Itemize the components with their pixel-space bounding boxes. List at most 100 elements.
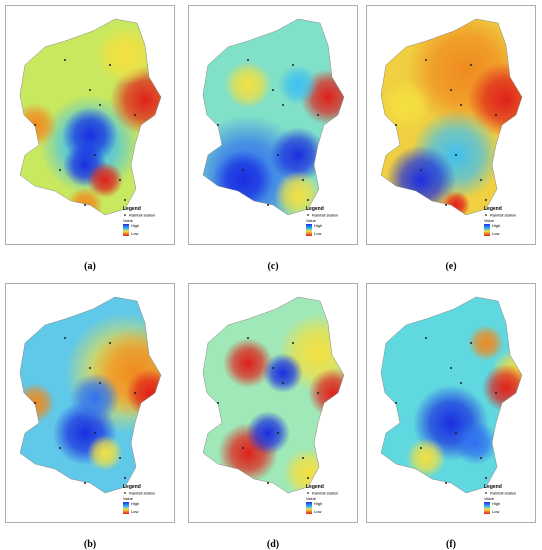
station xyxy=(317,114,319,116)
panel-label: (f) xyxy=(446,539,456,550)
station xyxy=(292,64,294,66)
surface-blob xyxy=(87,435,123,471)
panel-label: (b) xyxy=(83,539,97,550)
basin-outline xyxy=(380,296,523,494)
station xyxy=(480,457,482,459)
legend-station: Rainfall station xyxy=(490,491,516,496)
station xyxy=(124,477,126,479)
station xyxy=(395,402,397,404)
surface-blob xyxy=(468,325,504,361)
station xyxy=(99,382,101,384)
station xyxy=(109,64,111,66)
station xyxy=(445,204,447,206)
station xyxy=(455,154,457,156)
legend-ramp xyxy=(484,502,490,514)
surface-blob xyxy=(270,127,326,183)
legend-value: Value xyxy=(306,496,317,501)
legend-station-dot xyxy=(124,492,126,494)
legend-high: High xyxy=(314,223,322,228)
legend-station-dot xyxy=(307,214,309,216)
station xyxy=(134,392,136,394)
station xyxy=(420,447,422,449)
legend-station-dot xyxy=(124,214,126,216)
station xyxy=(277,154,279,156)
legend-station-dot xyxy=(485,492,487,494)
legend-ramp xyxy=(123,224,129,236)
station xyxy=(292,342,294,344)
legend-ramp xyxy=(306,502,312,514)
surface-blob xyxy=(308,368,344,418)
station xyxy=(272,89,274,91)
station xyxy=(470,64,472,66)
basin-outline xyxy=(19,18,162,216)
station xyxy=(84,204,86,206)
surface-blob xyxy=(246,411,290,455)
surface xyxy=(203,297,344,493)
station xyxy=(485,477,487,479)
station xyxy=(282,104,284,106)
station xyxy=(307,477,309,479)
station xyxy=(460,104,462,106)
legend-low: Low xyxy=(314,231,321,236)
station xyxy=(134,114,136,116)
surface-blob xyxy=(70,373,120,423)
station xyxy=(277,432,279,434)
station xyxy=(94,432,96,434)
legend-high: High xyxy=(492,501,500,506)
station xyxy=(124,199,126,201)
panel-label: (c) xyxy=(267,261,279,272)
station xyxy=(84,482,86,484)
legend-low: Low xyxy=(492,231,499,236)
surface-blob xyxy=(263,353,303,393)
surface-blob xyxy=(126,369,161,417)
legend-low: Low xyxy=(131,231,138,236)
station xyxy=(282,382,284,384)
station xyxy=(495,392,497,394)
station xyxy=(217,402,219,404)
station xyxy=(247,337,249,339)
station xyxy=(59,169,61,171)
station xyxy=(460,382,462,384)
station xyxy=(302,179,304,181)
surface-blob xyxy=(381,80,431,130)
station xyxy=(480,179,482,181)
station xyxy=(420,169,422,171)
legend-title: Legend xyxy=(123,206,141,212)
legend-title: Legend xyxy=(123,484,141,490)
panel-label: (e) xyxy=(445,261,457,272)
station xyxy=(89,367,91,369)
legend-ramp xyxy=(123,502,129,514)
station xyxy=(242,447,244,449)
legend-value: Value xyxy=(484,218,495,223)
legend-value: Value xyxy=(123,218,134,223)
station xyxy=(267,204,269,206)
legend-low: Low xyxy=(131,509,138,514)
legend-high: High xyxy=(131,501,139,506)
surface-blob xyxy=(468,62,522,138)
station xyxy=(217,124,219,126)
legend-value: Value xyxy=(306,218,317,223)
station xyxy=(317,392,319,394)
station xyxy=(470,342,472,344)
legend-title: Legend xyxy=(484,484,502,490)
legend-station: Rainfall station xyxy=(129,491,155,496)
station xyxy=(34,402,36,404)
legend-station-dot xyxy=(485,214,487,216)
station xyxy=(267,482,269,484)
station xyxy=(247,59,249,61)
surface-blob xyxy=(95,25,155,85)
station xyxy=(242,169,244,171)
station xyxy=(307,199,309,201)
panel-label: (d) xyxy=(266,539,280,550)
legend-high: High xyxy=(492,223,500,228)
station xyxy=(445,482,447,484)
surface-blob xyxy=(87,162,123,198)
